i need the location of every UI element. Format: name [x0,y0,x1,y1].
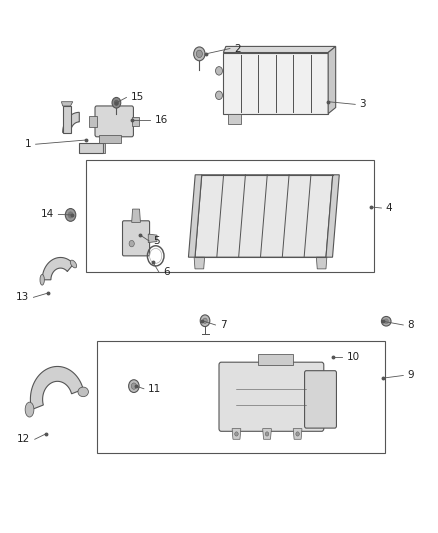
Ellipse shape [40,274,44,285]
Text: 14: 14 [41,209,54,220]
Text: 6: 6 [163,267,170,277]
Text: 7: 7 [220,320,226,330]
Polygon shape [30,367,83,409]
Polygon shape [63,112,79,133]
Circle shape [215,67,223,75]
Polygon shape [316,257,327,269]
Circle shape [235,432,238,436]
Text: 12: 12 [17,434,30,445]
Text: 8: 8 [408,320,414,330]
Text: 5: 5 [153,236,160,246]
Text: 10: 10 [346,352,360,362]
Circle shape [196,50,202,58]
Polygon shape [228,114,241,124]
Ellipse shape [381,317,391,326]
Polygon shape [99,135,121,143]
Circle shape [194,47,205,61]
Text: 9: 9 [408,370,414,381]
Text: 16: 16 [154,115,168,125]
Polygon shape [132,117,139,126]
Circle shape [296,432,299,436]
Polygon shape [103,143,106,153]
Polygon shape [148,234,157,243]
Polygon shape [223,46,336,53]
Text: 13: 13 [16,292,29,302]
Ellipse shape [65,208,76,221]
Text: 4: 4 [386,203,392,213]
Circle shape [265,432,269,436]
FancyBboxPatch shape [95,106,134,137]
Polygon shape [328,46,336,114]
Polygon shape [293,429,302,439]
FancyBboxPatch shape [219,362,324,431]
Polygon shape [263,429,272,439]
Text: 15: 15 [131,92,144,102]
Text: 2: 2 [234,44,241,53]
Ellipse shape [25,402,34,417]
Polygon shape [223,53,328,114]
Polygon shape [188,175,202,257]
Polygon shape [61,102,73,106]
FancyBboxPatch shape [304,370,336,428]
Polygon shape [232,429,241,439]
Text: 3: 3 [360,99,366,109]
Circle shape [215,91,223,100]
Text: 1: 1 [25,139,31,149]
Polygon shape [42,257,74,280]
Ellipse shape [70,260,77,268]
FancyBboxPatch shape [123,221,150,256]
Circle shape [129,240,134,247]
Ellipse shape [384,319,389,324]
Polygon shape [258,354,293,365]
Circle shape [112,98,121,108]
Circle shape [131,383,137,389]
Text: 11: 11 [148,384,162,394]
Ellipse shape [68,212,73,218]
Circle shape [200,315,210,327]
Circle shape [114,100,119,106]
Polygon shape [63,106,71,133]
Circle shape [203,318,207,324]
Circle shape [129,379,139,392]
Polygon shape [79,143,103,153]
Ellipse shape [78,387,88,397]
Polygon shape [194,257,205,269]
Polygon shape [132,209,141,222]
Polygon shape [89,116,97,127]
Polygon shape [326,175,339,257]
Polygon shape [195,175,333,257]
